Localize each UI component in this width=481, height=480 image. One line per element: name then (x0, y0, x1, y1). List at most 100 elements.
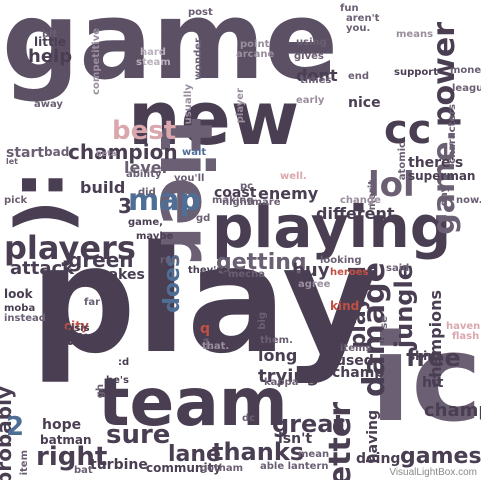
word-that: that. (202, 341, 230, 352)
word-beta: beta (96, 149, 117, 158)
word-atomic: atomic (397, 142, 408, 181)
word-ability: ability (126, 169, 162, 180)
word-wait: wait (182, 147, 207, 158)
word-gh: gh (95, 384, 106, 399)
word-you: you. (346, 23, 371, 34)
word-arcane: arcane (236, 49, 275, 60)
word-little: little (34, 35, 66, 49)
word-characters: characters (447, 104, 458, 164)
word-great: great (272, 410, 345, 438)
word-hard: hard (140, 47, 166, 58)
word-support: support (394, 67, 438, 78)
word-batman: batman (40, 433, 92, 447)
word-players: players (4, 229, 136, 267)
word-kind: kind (330, 299, 360, 313)
word-champ: champ (332, 365, 385, 381)
word-player: player (235, 88, 246, 124)
word-long: long (258, 346, 298, 365)
word-nice: nice (348, 95, 381, 111)
word-trying: trying (258, 366, 320, 387)
word-jungle: jungle (390, 264, 418, 349)
word-instead: instead (4, 313, 46, 324)
word-moba: moba (4, 303, 36, 314)
word-code: code (174, 163, 201, 174)
word-games: games (400, 444, 481, 469)
word-usually: usually (183, 84, 194, 125)
word-doing: doing (356, 451, 401, 467)
word-he-s: he's (106, 375, 129, 386)
word-big: big (257, 312, 268, 330)
word-mean: mean (298, 449, 330, 460)
word-maybe: maybe (136, 231, 174, 242)
word-buy: buy (292, 260, 330, 281)
word-dc: dc (242, 413, 256, 424)
word-champs: champs (424, 400, 481, 421)
word-money: money (450, 65, 481, 76)
word-makes: makes (94, 267, 145, 283)
word-away: away (34, 99, 63, 110)
word-mecha: mecha (228, 269, 265, 280)
word-coast: coast (214, 185, 257, 201)
word-heroes: heroes (330, 267, 369, 278)
word-city: city (64, 319, 89, 333)
word-able-lantern: able lantern (260, 461, 329, 472)
word-hit: hit (422, 375, 444, 391)
word-thanks: thanks (212, 438, 305, 466)
word-well: well. (280, 171, 307, 182)
word-ic: ic (370, 310, 481, 449)
word-attack: attack (10, 258, 75, 279)
word-end: end (348, 71, 370, 82)
word-isn-t: isn't (278, 431, 313, 447)
word-aren-t: aren't (346, 13, 380, 24)
word-bat: bat (74, 465, 93, 476)
word-enemy: enemy (258, 184, 319, 203)
word-level: level (124, 158, 168, 177)
word-turbine: turbine (90, 457, 148, 473)
word-dont: dont (296, 66, 338, 85)
word-green: green (68, 248, 134, 272)
watermark-credit: VisualLightBox.com (389, 467, 477, 478)
word-they-re: they're (188, 265, 228, 276)
word-competitive: competitive (91, 28, 102, 95)
word-kappa: kappa (264, 377, 299, 388)
word-pc: pc (240, 181, 254, 192)
word-bad: bad (44, 145, 70, 159)
word-change: change (340, 195, 381, 206)
word-community: community (146, 461, 222, 475)
word-fun: fun (340, 3, 359, 14)
word-new: new (128, 76, 300, 162)
word-flash: flash (452, 331, 480, 342)
word-free: free (406, 344, 461, 372)
word-hope: hope (42, 417, 82, 433)
word-nightmare: nightmare (222, 197, 281, 208)
word-look: look (4, 287, 33, 301)
word-best: best (112, 116, 177, 146)
word-1: 1 (202, 337, 212, 353)
word-said: said (386, 263, 410, 274)
word-champion: champion (68, 140, 178, 164)
word-sure: sure (106, 420, 171, 450)
word-far: far (84, 297, 101, 308)
word-play: play (30, 214, 379, 386)
word-run: run (160, 255, 180, 266)
word-lol: lol (368, 165, 415, 205)
word-there-s: there's (408, 155, 464, 171)
word-map: map (128, 183, 201, 218)
word-game: game, (128, 217, 163, 228)
word-them: them. (260, 335, 293, 346)
word-point: point (240, 39, 270, 50)
word-making: making (212, 195, 254, 206)
word-items: items (340, 343, 372, 354)
word-means: means (396, 29, 434, 40)
word-item: item (19, 450, 30, 476)
word-pick: pick (4, 195, 28, 206)
word-looking: looking (320, 255, 362, 266)
word-league: league (452, 83, 481, 94)
word-gives: gives (294, 51, 324, 62)
word-steam: steam (136, 57, 171, 68)
word-base: base (379, 316, 390, 343)
word-day: day (439, 186, 450, 207)
word-post: post (188, 7, 213, 18)
word-times: times (300, 75, 332, 86)
